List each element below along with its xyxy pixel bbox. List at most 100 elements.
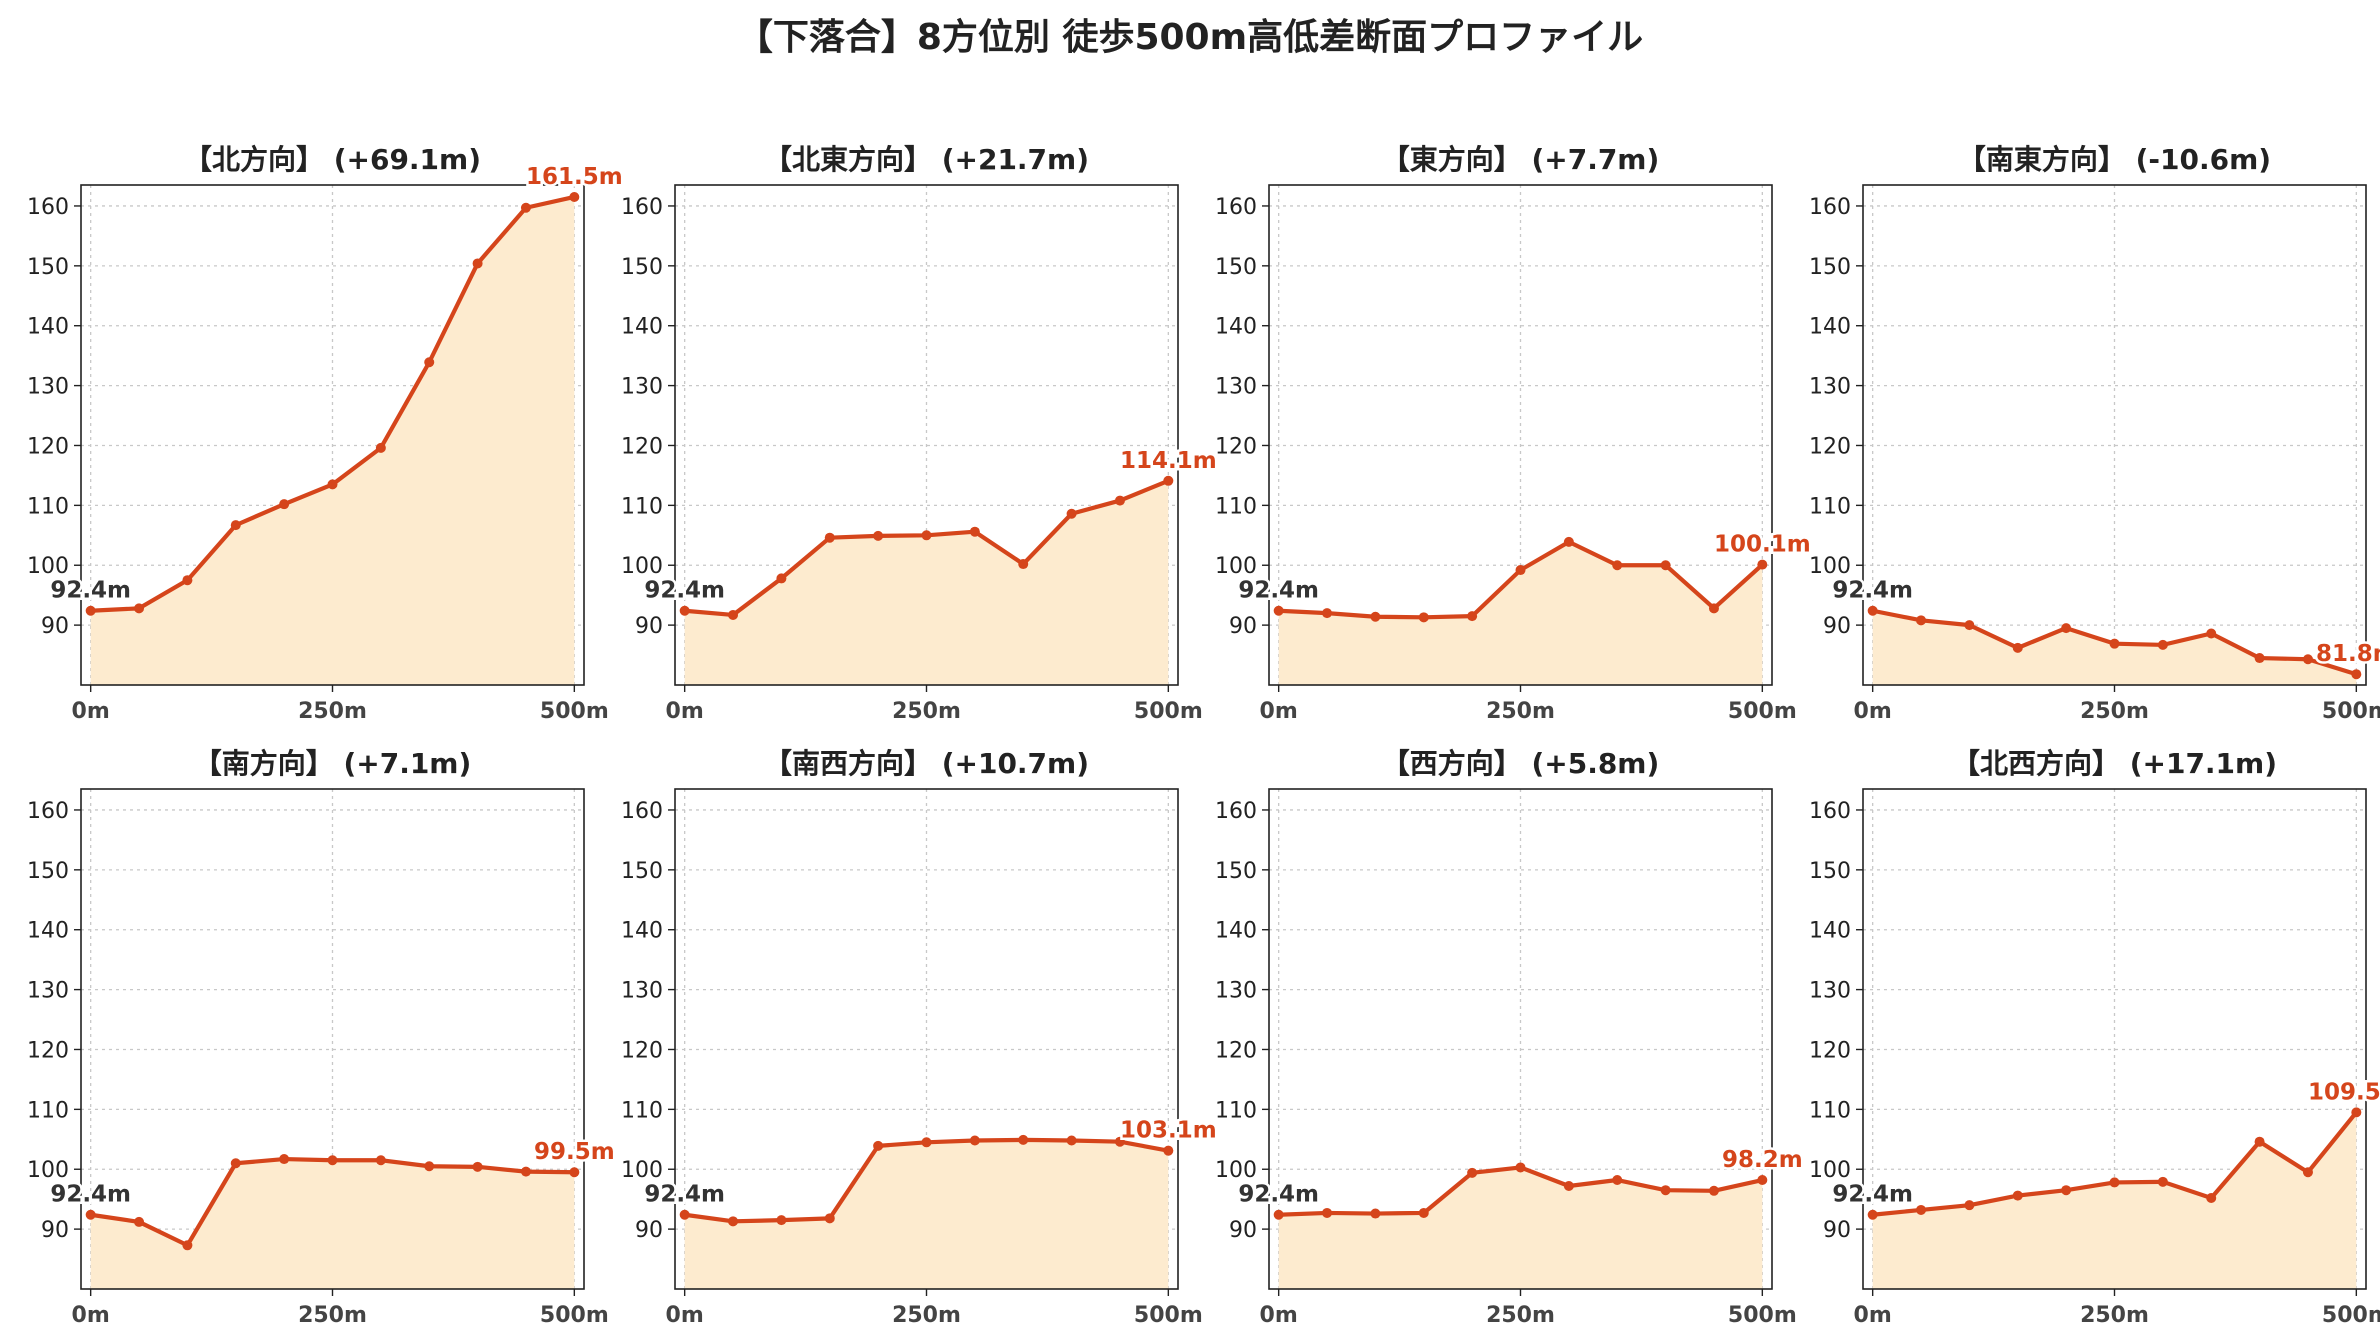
- y-tick-label: 130: [1809, 375, 1851, 400]
- y-tick-label: 140: [1215, 919, 1257, 944]
- elevation-area: [90, 196, 575, 685]
- x-tick-label: 0m: [666, 1303, 704, 1328]
- data-point: [569, 1167, 580, 1178]
- y-tick-label: 160: [27, 799, 69, 824]
- y-tick-label: 120: [27, 434, 69, 459]
- y-tick-label: 130: [621, 375, 663, 400]
- data-point: [1467, 611, 1478, 622]
- y-tick-label: 140: [621, 315, 663, 340]
- x-tick-label: 0m: [72, 699, 110, 724]
- subplot-1: 90 100 110 120 130 140 150 160 0m 250m 500m 【北東方向】 …: [621, 143, 1219, 724]
- x-tick-label: 250m: [892, 699, 961, 724]
- y-tick-label: 110: [1809, 1098, 1851, 1123]
- data-point: [569, 191, 580, 202]
- data-point: [1370, 611, 1381, 622]
- y-tick-label: 160: [1215, 195, 1257, 220]
- subplot-title: 【南方向】 (+7.1m): [194, 747, 472, 780]
- figure-title: 【下落合】8方位別 徒歩500m高低差断面プロファイル: [736, 17, 1644, 58]
- data-point: [1660, 1185, 1671, 1196]
- data-point: [1916, 1204, 1927, 1215]
- y-tick-label: 100: [621, 1158, 663, 1183]
- end-elevation-label: 103.1m: [1120, 1118, 1217, 1144]
- data-point: [279, 1154, 290, 1165]
- data-point: [1916, 615, 1927, 626]
- elevation-area: [90, 1159, 575, 1289]
- data-point: [1163, 1145, 1174, 1156]
- y-tick-label: 140: [1809, 919, 1851, 944]
- y-tick-label: 90: [635, 614, 663, 639]
- end-elevation-label: 161.5m: [526, 164, 623, 190]
- data-point: [182, 1240, 193, 1251]
- y-tick-label: 150: [1215, 859, 1257, 884]
- data-point: [2302, 654, 2313, 665]
- data-point: [2012, 642, 2023, 653]
- data-point: [2109, 1177, 2120, 1188]
- data-point: [1273, 605, 1284, 616]
- start-elevation-label: 92.4m: [1238, 1182, 1319, 1208]
- subplot-title: 【北東方向】 (+21.7m): [764, 143, 1089, 176]
- subplot-4: 90 100 110 120 130 140 150 160 0m 250m 500m 【南方向】 (…: [27, 747, 617, 1328]
- start-elevation-label: 92.4m: [644, 1182, 725, 1208]
- y-tick-label: 130: [27, 979, 69, 1004]
- y-tick-label: 120: [1215, 434, 1257, 459]
- x-tick-label: 250m: [298, 1303, 367, 1328]
- y-tick-label: 160: [1215, 799, 1257, 824]
- data-point: [776, 1215, 787, 1226]
- data-point: [279, 499, 290, 510]
- end-elevation-label: 109.5m: [2308, 1079, 2380, 1105]
- x-tick-label: 500m: [2322, 1303, 2380, 1328]
- data-point: [824, 532, 835, 543]
- x-tick-label: 250m: [1486, 1303, 1555, 1328]
- data-point: [1018, 559, 1029, 570]
- data-point: [1163, 475, 1174, 486]
- data-point: [1418, 1207, 1429, 1218]
- y-tick-label: 150: [27, 255, 69, 280]
- y-tick-label: 120: [1215, 1038, 1257, 1063]
- start-elevation-label: 92.4m: [1832, 1182, 1913, 1208]
- data-point: [2254, 1136, 2265, 1147]
- data-point: [327, 1155, 338, 1166]
- data-point: [1322, 1207, 1333, 1218]
- data-point: [2157, 1176, 2168, 1187]
- data-point: [1322, 608, 1333, 619]
- y-tick-label: 160: [621, 799, 663, 824]
- y-tick-label: 140: [1809, 315, 1851, 340]
- y-tick-label: 150: [27, 859, 69, 884]
- data-point: [1467, 1167, 1478, 1178]
- end-elevation-label: 114.1m: [1120, 448, 1217, 474]
- data-point: [1273, 1209, 1284, 1220]
- data-point: [1418, 612, 1429, 623]
- x-tick-label: 250m: [892, 1303, 961, 1328]
- y-tick-label: 110: [621, 494, 663, 519]
- data-point: [1708, 1185, 1719, 1196]
- data-point: [728, 609, 739, 620]
- data-point: [1660, 560, 1671, 571]
- data-point: [679, 1209, 690, 1220]
- subplot-title: 【南西方向】 (+10.7m): [764, 747, 1089, 780]
- x-tick-label: 500m: [1728, 699, 1797, 724]
- y-tick-label: 130: [27, 375, 69, 400]
- subplot-title: 【東方向】 (+7.7m): [1382, 143, 1660, 176]
- data-point: [230, 520, 241, 531]
- data-point: [1612, 1175, 1623, 1186]
- y-tick-label: 150: [1215, 255, 1257, 280]
- x-tick-label: 500m: [1134, 1303, 1203, 1328]
- data-point: [2206, 1192, 2217, 1203]
- y-tick-label: 130: [1215, 375, 1257, 400]
- y-tick-label: 160: [1809, 799, 1851, 824]
- data-point: [2254, 653, 2265, 664]
- y-tick-label: 100: [1809, 554, 1851, 579]
- data-point: [824, 1213, 835, 1224]
- y-tick-label: 150: [1809, 255, 1851, 280]
- y-tick-label: 150: [621, 859, 663, 884]
- y-tick-label: 140: [1215, 315, 1257, 340]
- elevation-area: [684, 480, 1169, 685]
- y-tick-label: 110: [27, 494, 69, 519]
- data-point: [2109, 638, 2120, 649]
- data-point: [2302, 1167, 2313, 1178]
- data-point: [2351, 1107, 2362, 1118]
- x-tick-label: 0m: [666, 699, 704, 724]
- end-elevation-label: 99.5m: [534, 1139, 615, 1165]
- y-tick-label: 110: [1809, 494, 1851, 519]
